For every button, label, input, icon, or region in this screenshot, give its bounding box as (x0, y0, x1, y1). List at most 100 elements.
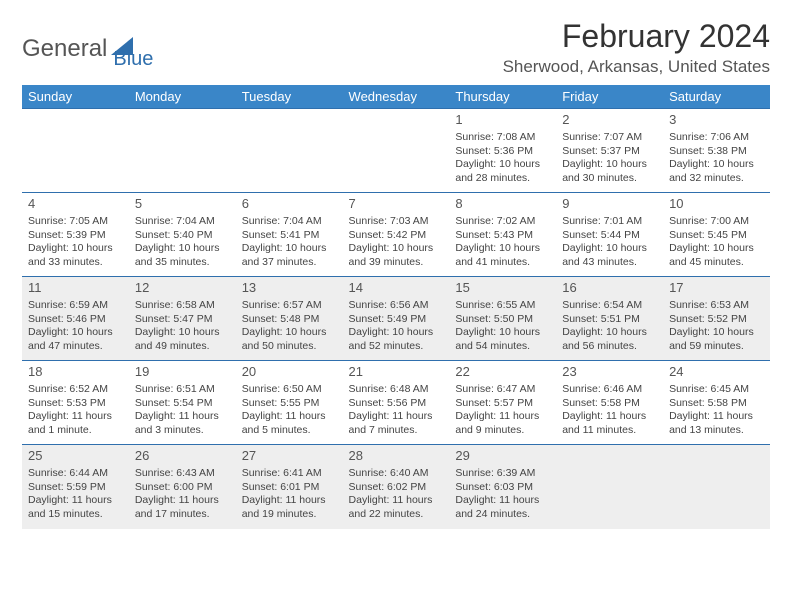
daylight-line: Daylight: 11 hours and 11 minutes. (562, 410, 657, 437)
daylight-line: Daylight: 11 hours and 24 minutes. (455, 494, 550, 521)
calendar-table: SundayMondayTuesdayWednesdayThursdayFrid… (22, 85, 770, 529)
sunrise-line: Sunrise: 6:40 AM (349, 467, 444, 481)
calendar-day-cell: 8Sunrise: 7:02 AMSunset: 5:43 PMDaylight… (449, 193, 556, 277)
sunset-line: Sunset: 6:02 PM (349, 481, 444, 495)
calendar-empty-cell (663, 445, 770, 529)
sunset-line: Sunset: 5:41 PM (242, 229, 337, 243)
title-block: February 2024 Sherwood, Arkansas, United… (503, 18, 770, 77)
calendar-empty-cell (343, 109, 450, 193)
day-header: Sunday (22, 85, 129, 109)
daylight-line: Daylight: 10 hours and 43 minutes. (562, 242, 657, 269)
sunrise-line: Sunrise: 7:08 AM (455, 131, 550, 145)
calendar-day-cell: 20Sunrise: 6:50 AMSunset: 5:55 PMDayligh… (236, 361, 343, 445)
page-header: General Blue February 2024 Sherwood, Ark… (22, 18, 770, 77)
day-header: Friday (556, 85, 663, 109)
day-number: 5 (135, 196, 230, 213)
sunrise-line: Sunrise: 6:50 AM (242, 383, 337, 397)
sunset-line: Sunset: 5:44 PM (562, 229, 657, 243)
day-header: Tuesday (236, 85, 343, 109)
day-header-row: SundayMondayTuesdayWednesdayThursdayFrid… (22, 85, 770, 109)
day-number: 19 (135, 364, 230, 381)
day-number: 13 (242, 280, 337, 297)
daylight-line: Daylight: 11 hours and 22 minutes. (349, 494, 444, 521)
day-number: 23 (562, 364, 657, 381)
daylight-line: Daylight: 10 hours and 32 minutes. (669, 158, 764, 185)
sunset-line: Sunset: 6:03 PM (455, 481, 550, 495)
calendar-day-cell: 7Sunrise: 7:03 AMSunset: 5:42 PMDaylight… (343, 193, 450, 277)
calendar-week-row: 25Sunrise: 6:44 AMSunset: 5:59 PMDayligh… (22, 445, 770, 529)
sunrise-line: Sunrise: 6:48 AM (349, 383, 444, 397)
daylight-line: Daylight: 11 hours and 15 minutes. (28, 494, 123, 521)
day-number: 25 (28, 448, 123, 465)
day-number: 27 (242, 448, 337, 465)
day-header: Saturday (663, 85, 770, 109)
sunset-line: Sunset: 5:59 PM (28, 481, 123, 495)
logo-text-1: General (22, 35, 107, 63)
daylight-line: Daylight: 10 hours and 33 minutes. (28, 242, 123, 269)
calendar-day-cell: 24Sunrise: 6:45 AMSunset: 5:58 PMDayligh… (663, 361, 770, 445)
sunset-line: Sunset: 5:58 PM (669, 397, 764, 411)
day-number: 20 (242, 364, 337, 381)
calendar-body: 1Sunrise: 7:08 AMSunset: 5:36 PMDaylight… (22, 109, 770, 529)
calendar-day-cell: 18Sunrise: 6:52 AMSunset: 5:53 PMDayligh… (22, 361, 129, 445)
calendar-empty-cell (556, 445, 663, 529)
sunset-line: Sunset: 6:01 PM (242, 481, 337, 495)
day-number: 15 (455, 280, 550, 297)
day-number: 6 (242, 196, 337, 213)
day-number: 7 (349, 196, 444, 213)
sunrise-line: Sunrise: 7:05 AM (28, 215, 123, 229)
day-header: Monday (129, 85, 236, 109)
day-header: Thursday (449, 85, 556, 109)
sunset-line: Sunset: 5:40 PM (135, 229, 230, 243)
day-number: 22 (455, 364, 550, 381)
calendar-day-cell: 5 Sunrise: 7:04 AMSunset: 5:40 PMDaylight… (129, 193, 236, 277)
calendar-day-cell: 17Sunrise: 6:53 AMSunset: 5:52 PMDayligh… (663, 277, 770, 361)
sunrise-line: Sunrise: 6:43 AM (135, 467, 230, 481)
sunrise-line: Sunrise: 7:04 AM (242, 215, 337, 229)
calendar-head: SundayMondayTuesdayWednesdayThursdayFrid… (22, 85, 770, 109)
sunset-line: Sunset: 5:55 PM (242, 397, 337, 411)
calendar-day-cell: 25 Sunrise: 6:44 AMSunset: 5:59 PMDayligh… (22, 445, 129, 529)
daylight-line: Daylight: 10 hours and 30 minutes. (562, 158, 657, 185)
sunset-line: Sunset: 5:50 PM (455, 313, 550, 327)
daylight-line: Daylight: 10 hours and 50 minutes. (242, 326, 337, 353)
sunset-line: Sunset: 5:51 PM (562, 313, 657, 327)
brand-logo: General Blue (22, 26, 153, 71)
calendar-week-row: 18Sunrise: 6:52 AMSunset: 5:53 PMDayligh… (22, 361, 770, 445)
calendar-empty-cell (22, 109, 129, 193)
calendar-day-cell: 6Sunrise: 7:04 AMSunset: 5:41 PMDaylight… (236, 193, 343, 277)
daylight-line: Daylight: 11 hours and 17 minutes. (135, 494, 230, 521)
day-number: 12 (135, 280, 230, 297)
day-number: 11 (28, 280, 123, 297)
calendar-day-cell: 2Sunrise: 7:07 AMSunset: 5:37 PMDaylight… (556, 109, 663, 193)
day-number: 28 (349, 448, 444, 465)
sunrise-line: Sunrise: 6:57 AM (242, 299, 337, 313)
daylight-line: Daylight: 11 hours and 7 minutes. (349, 410, 444, 437)
sunset-line: Sunset: 5:37 PM (562, 145, 657, 159)
day-number: 18 (28, 364, 123, 381)
daylight-line: Daylight: 10 hours and 35 minutes. (135, 242, 230, 269)
day-number: 14 (349, 280, 444, 297)
sunset-line: Sunset: 6:00 PM (135, 481, 230, 495)
daylight-line: Daylight: 11 hours and 19 minutes. (242, 494, 337, 521)
daylight-line: Daylight: 10 hours and 54 minutes. (455, 326, 550, 353)
sunrise-line: Sunrise: 6:56 AM (349, 299, 444, 313)
sunrise-line: Sunrise: 7:04 AM (135, 215, 230, 229)
calendar-week-row: 4Sunrise: 7:05 AMSunset: 5:39 PMDaylight… (22, 193, 770, 277)
sunrise-line: Sunrise: 7:07 AM (562, 131, 657, 145)
daylight-line: Daylight: 11 hours and 9 minutes. (455, 410, 550, 437)
day-number: 10 (669, 196, 764, 213)
sunset-line: Sunset: 5:48 PM (242, 313, 337, 327)
calendar-day-cell: 26 Sunrise: 6:43 AMSunset: 6:00 PMDayligh… (129, 445, 236, 529)
day-number: 9 (562, 196, 657, 213)
daylight-line: Daylight: 10 hours and 56 minutes. (562, 326, 657, 353)
sunset-line: Sunset: 5:36 PM (455, 145, 550, 159)
sunrise-line: Sunrise: 6:44 AM (28, 467, 123, 481)
sunset-line: Sunset: 5:38 PM (669, 145, 764, 159)
sunrise-line: Sunrise: 6:58 AM (135, 299, 230, 313)
day-number: 26 (135, 448, 230, 465)
calendar-day-cell: 3Sunrise: 7:06 AMSunset: 5:38 PMDaylight… (663, 109, 770, 193)
sunset-line: Sunset: 5:56 PM (349, 397, 444, 411)
day-number: 8 (455, 196, 550, 213)
calendar-day-cell: 21Sunrise: 6:48 AMSunset: 5:56 PMDayligh… (343, 361, 450, 445)
